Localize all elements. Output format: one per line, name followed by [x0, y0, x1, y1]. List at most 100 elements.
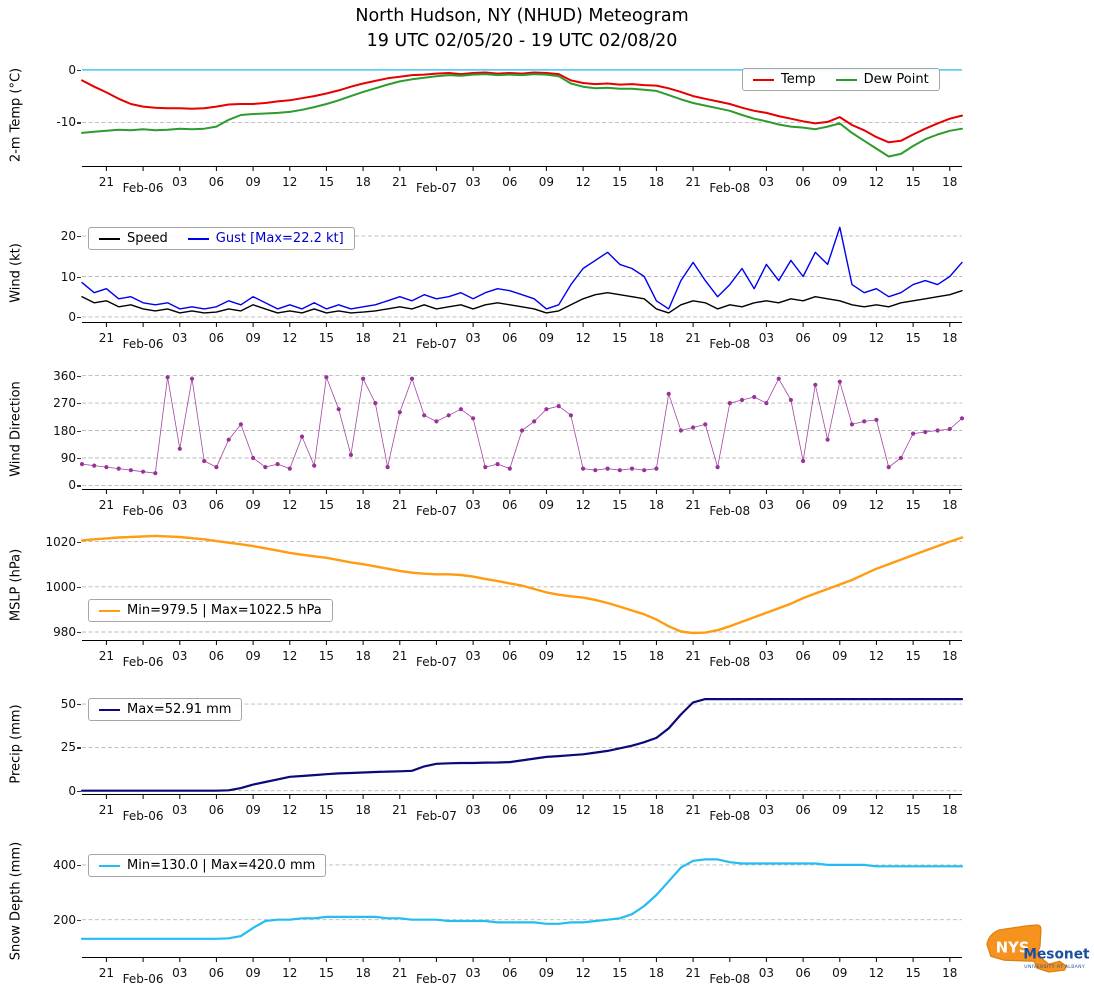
mslp-xtick-label: Feb-08 [709, 655, 751, 669]
wind-xtick-label: 03 [465, 331, 481, 345]
temp-ytick-mark [77, 69, 81, 72]
wind-legend-entry: Gust [Max=22.2 kt] [187, 231, 344, 246]
snow-depth-legend-swatch [99, 864, 120, 867]
logo-tagline-text: UNIVERSITY AT ALBANY [1024, 964, 1085, 970]
wind-direction-chart [79, 375, 965, 494]
wind-xtick-label: 06 [208, 331, 225, 345]
snow-depth-xtick-label: 15 [905, 966, 921, 980]
wind-xtick-label: 21 [98, 331, 115, 345]
mslp-xtick-label: 03 [465, 649, 481, 663]
mslp-xtick-label: 12 [282, 649, 298, 663]
precip-xtick-label: 06 [208, 803, 225, 817]
snow-depth-xtick-label: 15 [318, 966, 335, 980]
snow-depth-xtick-label: 06 [795, 966, 811, 980]
snow-depth-legend-label: Min=130.0 | Max=420.0 mm [127, 858, 316, 873]
precip-xtick-label: 15 [905, 803, 921, 817]
precip-ytick-mark [77, 704, 81, 706]
snow-depth-xtick-label: 03 [758, 966, 775, 980]
ny-state-shape [986, 924, 1068, 973]
mslp-xtick-label: 06 [795, 649, 811, 663]
wind-xtick-label: 06 [502, 331, 518, 345]
precip-ytick-mark [77, 747, 81, 749]
wind-direction-axis-label: Wind Direction [8, 381, 24, 477]
wind-direction-xtick-label: 18 [942, 498, 958, 512]
temp-xtick-label: Feb-06 [122, 181, 164, 195]
mslp-xtick-label: 15 [612, 649, 628, 663]
precip-ytick-mark [77, 790, 81, 792]
wind-direction-ytick-mark [77, 375, 81, 377]
wind-xtick-label: 09 [538, 331, 555, 345]
temp-xtick-label: 15 [318, 175, 335, 189]
snow-depth-xtick-label: Feb-07 [416, 972, 457, 986]
temp-xtick-label: 03 [172, 175, 188, 189]
chart-title: North Hudson, NY (NHUD) Meteogram [355, 6, 689, 26]
precip-legend-label: Max=52.91 mm [127, 702, 232, 717]
precip-xtick-label: 09 [832, 803, 848, 817]
mslp-xtick-label: 12 [868, 649, 885, 663]
wind-direction-xtick-label: Feb-08 [709, 504, 751, 518]
wind-direction-xtick-label: Feb-07 [416, 504, 457, 518]
mslp-xtick-label: Feb-06 [122, 655, 164, 669]
wind-xtick-label: Feb-07 [416, 337, 457, 351]
temp-xtick-label: 12 [868, 175, 885, 189]
precip-xtick-label: 18 [355, 803, 371, 817]
wind-xtick-label: Feb-06 [122, 337, 164, 351]
precip-xtick-label: 12 [282, 803, 298, 817]
wind-xtick-label: 18 [648, 331, 665, 345]
precip-xtick-label: 06 [502, 803, 518, 817]
nys-mesonet-logo: NYS Mesonet UNIVERSITY AT ALBANY [984, 916, 1094, 986]
precip-xtick-label: 21 [392, 803, 408, 817]
logo-nys-text: NYS [996, 939, 1030, 956]
snow-depth-legend: Min=130.0 | Max=420.0 mm [88, 854, 327, 877]
mslp-xtick-label: Feb-07 [416, 655, 457, 669]
snow-depth-xtick-label: 06 [208, 966, 225, 980]
precip-xtick-label: Feb-08 [709, 809, 751, 823]
temp-legend-swatch [835, 78, 857, 81]
mslp-xtick-label: 12 [575, 649, 591, 663]
mslp-xtick-label: 18 [355, 649, 371, 663]
mslp-ytick-mark [77, 631, 81, 634]
mslp-ytick-label: 980 [53, 624, 76, 639]
mslp-ytick-mark [77, 541, 81, 543]
mslp-ytick-label: 1000 [45, 579, 76, 594]
wind-direction-xtick-label: 09 [832, 498, 848, 512]
wind-xtick-label: 18 [355, 331, 371, 345]
precip-xtick-label: 12 [575, 803, 591, 817]
snow-depth-xtick-label: 15 [612, 966, 628, 980]
wind-direction-xtick-label: 09 [245, 498, 261, 512]
mslp-chart [80, 534, 964, 645]
wind-direction-xtick-label: 15 [905, 498, 921, 512]
temp-xtick-label: 18 [942, 175, 958, 189]
temp-xtick-label: 06 [502, 175, 518, 189]
wind-direction-xtick-label: 06 [502, 498, 518, 512]
mslp-axis-label: MSLP (hPa) [8, 548, 24, 621]
wind-direction-xtick-label: 09 [538, 498, 555, 512]
mslp-series-mslp [80, 534, 964, 635]
mslp-xtick-label: 15 [318, 649, 335, 663]
temp-ytick-mark [77, 122, 81, 124]
precip-ytick-label: 25 [60, 740, 76, 755]
temp-legend-swatch [753, 78, 774, 81]
wind-xtick-label: 03 [758, 331, 775, 345]
precip-legend: Max=52.91 mm [88, 698, 243, 721]
mslp-xtick-label: 06 [502, 649, 518, 663]
snow-depth-ytick-mark [77, 864, 81, 867]
wind-direction-ytick-label: 0 [68, 478, 76, 493]
snow-depth-xtick-label: Feb-08 [709, 972, 751, 986]
wind-direction-xtick-label: 15 [612, 498, 628, 512]
snow-depth-xtick-label: 21 [98, 966, 115, 980]
wind-ytick-label: 0 [68, 309, 76, 324]
snow-depth-xtick-label: 12 [282, 966, 298, 980]
wind-ytick-label: 10 [60, 269, 76, 284]
mslp-ytick-mark [77, 586, 81, 588]
wind-series-gust [81, 226, 963, 310]
temp-xtick-label: 15 [905, 175, 921, 189]
temp-xtick-label: 03 [758, 175, 775, 189]
wind-direction-ytick-mark [77, 403, 81, 405]
wind-direction-series-wind-direction [81, 376, 963, 474]
temp-xtick-label: 18 [355, 175, 371, 189]
wind-xtick-label: 12 [575, 331, 591, 345]
snow-depth-xtick-label: Feb-06 [122, 972, 164, 986]
precip-xtick-label: 03 [465, 803, 481, 817]
temp-xtick-label: 18 [648, 175, 665, 189]
